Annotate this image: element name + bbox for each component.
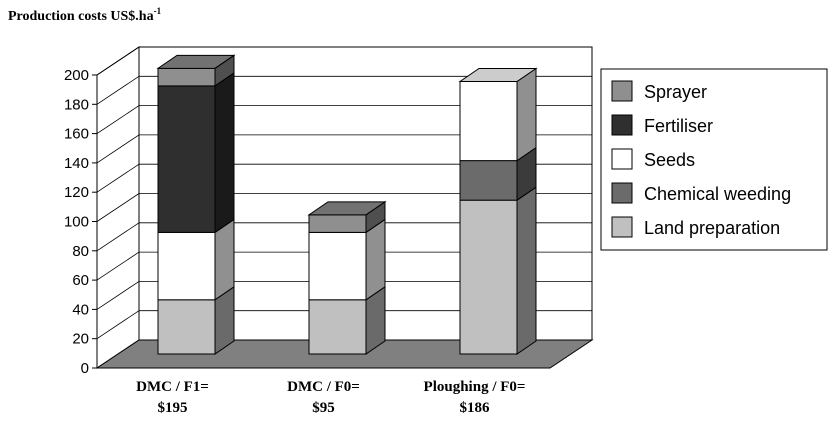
- chart-title: Production costs US$.ha-1: [8, 6, 162, 24]
- bar-segment: [157, 231, 216, 301]
- legend-label: Sprayer: [644, 82, 707, 102]
- y-tick-label: 140: [64, 155, 89, 172]
- x-category-label: Ploughing / F0=: [424, 379, 526, 395]
- gridline-side: [96, 46, 140, 76]
- chart-title-superscript: -1: [154, 6, 162, 16]
- y-tick-label: 80: [72, 243, 89, 260]
- y-tick-label: 180: [64, 96, 89, 113]
- legend-label: Seeds: [644, 150, 695, 170]
- x-category-label: $186: [460, 400, 491, 416]
- bar-segment: [157, 299, 216, 355]
- legend-swatch: [611, 182, 633, 204]
- y-tick-label: 20: [72, 331, 89, 348]
- bar-segment-side: [516, 186, 537, 355]
- chart-title-main: Production costs US$.ha: [8, 9, 154, 24]
- gridline-side: [96, 222, 140, 252]
- bar-segment: [157, 85, 216, 233]
- gridline-side: [96, 251, 140, 281]
- gridline-side: [96, 134, 140, 164]
- x-category-label: $195: [158, 400, 188, 416]
- gridline-side: [96, 310, 140, 340]
- bar-segment: [459, 160, 518, 201]
- y-tick-label: 40: [72, 301, 89, 318]
- legend-box: [600, 68, 828, 251]
- bar-segment: [308, 214, 367, 233]
- y-tick-label: 100: [64, 214, 89, 231]
- y-tick-label: 60: [72, 272, 89, 289]
- bar-top: [156, 54, 236, 69]
- legend-swatch: [611, 80, 633, 102]
- legend-swatch: [611, 148, 633, 170]
- legend-swatch: [611, 114, 633, 136]
- gridline-side: [96, 163, 140, 193]
- gridline-side: [96, 105, 140, 134]
- legend: Sprayer Fertiliser Seeds Chemical weeding La…: [600, 68, 828, 251]
- y-tick-label: 0: [81, 360, 89, 377]
- bar-top: [307, 201, 387, 216]
- x-category-label: $95: [312, 400, 335, 416]
- bar-segment: [459, 199, 518, 355]
- gridline-side: [96, 75, 140, 105]
- bar-segment-side: [214, 218, 235, 301]
- legend-label: Fertiliser: [644, 116, 713, 136]
- y-tick-label: 120: [64, 184, 89, 201]
- bar-segment-side: [214, 71, 235, 234]
- bar-segment: [459, 81, 518, 162]
- y-tick-label: 160: [64, 126, 89, 143]
- x-category-label: DMC / F1=: [136, 379, 209, 395]
- legend-swatch: [611, 216, 633, 238]
- bar-segment-side: [365, 218, 386, 301]
- legend-label: Land preparation: [644, 218, 780, 238]
- bar-segment: [308, 231, 367, 301]
- bar-segment: [308, 299, 367, 355]
- bar-segment: [157, 67, 216, 87]
- plot-area: 0 20 40 60 80 100 120 140 160 180 200 DMC / F1= $195…: [64, 46, 594, 416]
- bar-segment-side: [516, 67, 537, 162]
- legend-label: Chemical weeding: [644, 184, 791, 204]
- bar-top: [458, 68, 538, 83]
- gridline-side: [96, 193, 140, 222]
- gridline-side: [96, 281, 140, 310]
- x-category-label: DMC / F0=: [287, 379, 360, 395]
- y-tick-label: 200: [64, 67, 89, 84]
